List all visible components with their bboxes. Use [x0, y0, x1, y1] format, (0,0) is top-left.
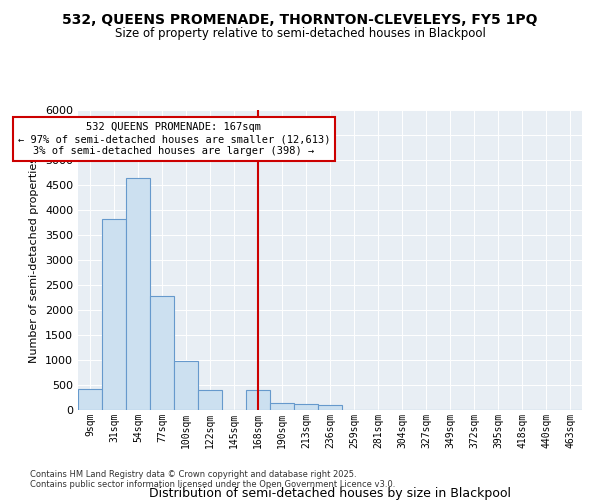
- Text: 532, QUEENS PROMENADE, THORNTON-CLEVELEYS, FY5 1PQ: 532, QUEENS PROMENADE, THORNTON-CLEVELEY…: [62, 12, 538, 26]
- Text: 532 QUEENS PROMENADE: 167sqm
← 97% of semi-detached houses are smaller (12,613)
: 532 QUEENS PROMENADE: 167sqm ← 97% of se…: [18, 122, 330, 156]
- Text: Contains HM Land Registry data © Crown copyright and database right 2025.: Contains HM Land Registry data © Crown c…: [30, 470, 356, 479]
- Text: Contains public sector information licensed under the Open Government Licence v3: Contains public sector information licen…: [30, 480, 395, 489]
- Bar: [318, 404, 342, 410]
- Bar: [270, 402, 294, 410]
- Bar: [150, 296, 174, 410]
- Bar: [174, 361, 198, 410]
- Bar: [294, 404, 318, 410]
- Bar: [78, 388, 102, 410]
- X-axis label: Distribution of semi-detached houses by size in Blackpool: Distribution of semi-detached houses by …: [149, 487, 511, 500]
- Bar: [246, 390, 270, 410]
- Text: Size of property relative to semi-detached houses in Blackpool: Size of property relative to semi-detach…: [115, 28, 485, 40]
- Bar: [126, 178, 150, 410]
- Bar: [198, 390, 222, 410]
- Bar: [102, 219, 126, 410]
- Y-axis label: Number of semi-detached properties: Number of semi-detached properties: [29, 157, 40, 363]
